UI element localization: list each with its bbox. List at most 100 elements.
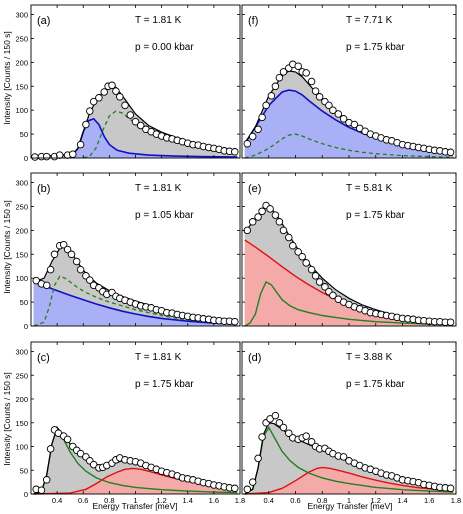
data-point bbox=[63, 245, 72, 254]
data-point bbox=[294, 62, 302, 70]
x-tick-label: 1.6 bbox=[424, 496, 434, 505]
pressure-label: p = 1.75 kbar bbox=[346, 210, 405, 221]
data-point bbox=[42, 476, 51, 484]
data-point bbox=[271, 211, 280, 219]
data-point bbox=[285, 233, 293, 242]
data-point bbox=[307, 265, 316, 274]
y-tick-label: 250 bbox=[15, 371, 28, 380]
x-tick-label: 1 bbox=[133, 496, 137, 505]
x-tick-label: 1.8 bbox=[451, 496, 461, 505]
x-tick-label: 0.4 bbox=[264, 496, 274, 505]
data-point bbox=[350, 120, 359, 129]
data-point bbox=[315, 278, 324, 286]
data-point bbox=[116, 93, 124, 101]
data-point bbox=[339, 453, 348, 461]
green-dashed-fit-line bbox=[244, 133, 454, 159]
panel-e: (e) T = 5.81 K p = 1.75 kbar bbox=[241, 172, 457, 327]
temperature-label: T = 3.88 K bbox=[346, 352, 393, 363]
data-point bbox=[325, 101, 333, 110]
data-point bbox=[275, 218, 284, 226]
red-fill-area bbox=[33, 468, 238, 494]
data-point bbox=[136, 121, 145, 130]
data-point bbox=[302, 259, 310, 267]
y-tick-label: 300 bbox=[15, 11, 28, 20]
data-point bbox=[266, 205, 274, 213]
panel-label: (c) bbox=[37, 352, 50, 364]
data-point bbox=[266, 415, 274, 423]
data-point bbox=[32, 276, 40, 285]
green-fit-line bbox=[244, 281, 454, 327]
y-tick-label: 250 bbox=[15, 202, 28, 211]
x-tick-label: 0.6 bbox=[78, 496, 88, 505]
data-point bbox=[254, 454, 262, 463]
y-axis-label-left: Intensity [Counts / 150 s] bbox=[2, 200, 12, 294]
y-axis-label-left: Intensity [Counts / 150 s] bbox=[2, 372, 12, 466]
y-axis-label-left: Intensity [Counts / 150 s] bbox=[2, 31, 12, 125]
pressure-label: p = 1.75 kbar bbox=[346, 42, 405, 53]
y-tick-label: 300 bbox=[15, 348, 28, 357]
x-axis-label-left: Energy Transfer [meV] bbox=[92, 501, 177, 511]
data-point bbox=[254, 213, 262, 221]
data-point bbox=[339, 115, 348, 123]
temperature-label: T = 1.81 K bbox=[135, 352, 182, 363]
data-point bbox=[446, 318, 455, 326]
y-tick-label: 250 bbox=[15, 34, 28, 43]
pressure-label: p = 1.75 kbar bbox=[135, 379, 194, 390]
x-tick-label: 0.4 bbox=[52, 496, 62, 505]
y-tick-label: 200 bbox=[15, 395, 28, 404]
data-point bbox=[243, 139, 252, 148]
data-point bbox=[258, 433, 266, 441]
y-tick-label: 100 bbox=[15, 274, 28, 283]
data-point bbox=[321, 283, 329, 291]
data-point bbox=[294, 248, 302, 256]
data-point bbox=[275, 73, 284, 82]
data-point bbox=[31, 153, 39, 161]
data-point bbox=[231, 484, 239, 493]
data-point bbox=[89, 460, 98, 469]
data-point bbox=[76, 265, 85, 274]
data-point bbox=[112, 87, 120, 95]
data-point bbox=[307, 77, 316, 86]
data-point bbox=[50, 250, 59, 259]
x-tick-label: 1.2 bbox=[156, 496, 166, 505]
y-tick-label: 0 bbox=[24, 322, 28, 331]
y-tick-label: 150 bbox=[15, 250, 28, 259]
temperature-label: T = 1.81 K bbox=[135, 15, 182, 26]
blue-fill-area bbox=[244, 90, 454, 158]
red-fit-line bbox=[244, 466, 454, 495]
temperature-label: T = 5.81 K bbox=[346, 183, 393, 194]
data-point bbox=[298, 252, 306, 261]
blue-fill-area bbox=[33, 282, 238, 326]
pressure-label: p = 0.00 kbar bbox=[135, 42, 194, 53]
y-tick-label: 300 bbox=[15, 179, 28, 188]
data-point bbox=[131, 117, 140, 126]
data-point bbox=[254, 125, 262, 134]
data-point bbox=[446, 148, 455, 157]
data-point bbox=[67, 250, 76, 259]
data-point bbox=[63, 435, 72, 444]
data-point bbox=[72, 257, 81, 266]
panel-label: (f) bbox=[248, 15, 258, 27]
data-point bbox=[267, 92, 276, 100]
data-point bbox=[76, 449, 85, 458]
data-point bbox=[46, 265, 55, 274]
panel-b: 0 50 100 150 200 250 300 (b) T = 1.81 K p = 1.05 … bbox=[15, 172, 241, 331]
data-point bbox=[302, 432, 310, 440]
data-point bbox=[315, 93, 324, 101]
data-point bbox=[275, 419, 284, 427]
data-point bbox=[100, 88, 108, 96]
y-tick-label: 150 bbox=[15, 419, 28, 428]
data-point bbox=[108, 81, 116, 90]
data-point bbox=[262, 101, 270, 110]
x-tick-label: 0.8 bbox=[104, 496, 114, 505]
data-point bbox=[248, 132, 257, 141]
data-point bbox=[307, 438, 316, 446]
data-point bbox=[248, 478, 257, 486]
panel-d: 0.4 0.6 0.8 1 1.2 1.4 1.6 1.8 (d) T = 3.88 K p = 1… bbox=[241, 341, 461, 505]
data-point bbox=[231, 148, 239, 156]
panel-f: (f) T = 7.71 K p = 1.75 kbar bbox=[241, 4, 457, 159]
data-point bbox=[279, 226, 288, 235]
data-point bbox=[289, 241, 297, 250]
x-tick-label: 1.4 bbox=[183, 496, 193, 505]
